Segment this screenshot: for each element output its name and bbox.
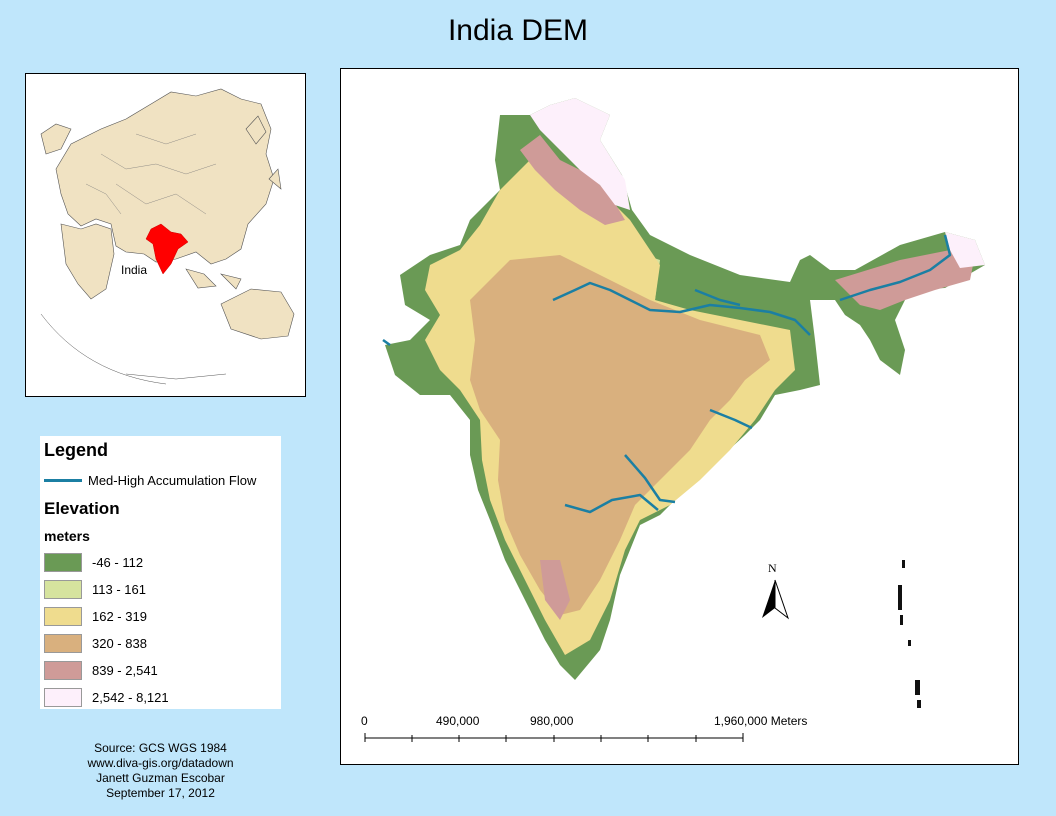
legend-item: 2,542 - 8,121	[44, 688, 274, 708]
river-mahanadi	[709, 408, 753, 430]
river-brahmaputra	[839, 234, 952, 302]
credit-author: Janett Guzman Escobar	[96, 771, 225, 785]
flow-label: Med-High Accumulation Flow	[88, 473, 257, 488]
elevation-class-6	[530, 98, 630, 210]
legend-swatch	[44, 661, 82, 680]
legend-swatch	[44, 607, 82, 626]
legend-item: 320 - 838	[44, 634, 274, 654]
legend-item: 162 - 319	[44, 607, 274, 627]
scale-label-490000: 490,000	[436, 714, 480, 728]
elevation-class-5b	[540, 560, 570, 620]
borneo-island	[220, 273, 242, 290]
elevation-units: meters	[44, 528, 90, 544]
inset-locator-map: India	[25, 73, 306, 397]
legend-swatch	[44, 688, 82, 707]
river-krishna	[624, 454, 676, 504]
legend-item: -46 - 112	[44, 553, 274, 573]
credit-source: Source: GCS WGS 1984	[94, 741, 227, 755]
legend-item-label: 162 - 319	[92, 609, 147, 624]
elevation-title: Elevation	[44, 499, 120, 518]
asia-landmass	[55, 88, 275, 265]
flow-line-symbol	[44, 479, 82, 482]
europe-landmass	[40, 123, 72, 155]
scale-label-0: 0	[361, 714, 368, 728]
elevation-class-6b	[945, 232, 985, 268]
scale-label-980000: 980,000	[530, 714, 574, 728]
pacific-island	[268, 168, 282, 190]
legend-item: 839 - 2,541	[44, 661, 274, 681]
legend-panel: Legend Med-High Accumulation Flow Elevat…	[40, 436, 281, 709]
legend-item-label: 320 - 838	[92, 636, 147, 651]
river-godavari	[564, 493, 659, 514]
andaman-islands	[898, 560, 921, 708]
japan-island	[245, 115, 267, 145]
elevation-class-4	[470, 255, 770, 615]
india-highlight	[145, 223, 189, 275]
north-arrow	[762, 580, 775, 618]
elevation-class-5	[520, 135, 625, 225]
credit-date: September 17, 2012	[106, 786, 215, 800]
inset-map-graphic: India	[40, 88, 295, 385]
scale-label-1960000: 1,960,000 Meters	[714, 714, 808, 728]
legend-swatch	[44, 553, 82, 572]
map-title: India DEM	[447, 14, 589, 47]
legend-item-label: 839 - 2,541	[92, 663, 158, 678]
river-ganges	[552, 281, 811, 336]
scale-bar	[364, 733, 744, 742]
north-arrow-label: N	[768, 561, 777, 575]
legend-swatch	[44, 634, 82, 653]
credits-block: Source: GCS WGS 1984 www.diva-gis.org/da…	[40, 741, 281, 801]
river-ganges-tributary	[694, 288, 741, 307]
australia-landmass	[220, 288, 295, 340]
inset-india-label: India	[121, 263, 147, 277]
credit-url: www.diva-gis.org/datadown	[87, 756, 234, 770]
legend-swatch	[44, 580, 82, 599]
legend-item: 113 - 161	[44, 580, 274, 600]
legend-title: Legend	[44, 440, 109, 460]
legend-item-label: 2,542 - 8,121	[92, 690, 169, 705]
legend-item-label: -46 - 112	[92, 555, 144, 570]
legend-item-label: 113 - 161	[92, 582, 146, 597]
africa-landmass	[60, 223, 115, 300]
river-indus-mouth	[382, 338, 391, 347]
indonesia-island	[185, 268, 217, 289]
